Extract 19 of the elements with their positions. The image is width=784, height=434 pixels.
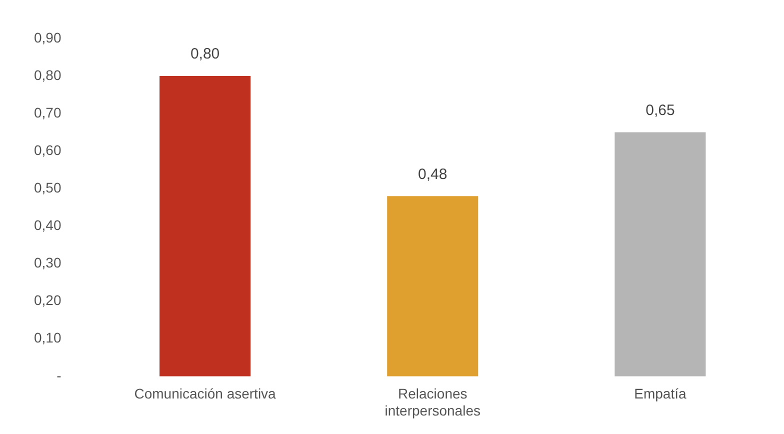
data-label: 0,80: [190, 46, 220, 63]
x-tick-label: Relaciones interpersonales: [384, 386, 480, 418]
x-tick-label: Comunicación asertiva: [134, 386, 276, 402]
y-tick-label: 0,20: [34, 292, 62, 308]
bar: [387, 196, 478, 376]
data-label: 0,65: [646, 102, 675, 119]
bar: [160, 76, 251, 376]
data-label: 0,48: [418, 166, 448, 183]
bar: [614, 132, 706, 376]
y-tick-label: 0,30: [34, 254, 62, 271]
x-tick-label: Empatía: [634, 386, 686, 402]
y-tick-label: 0,80: [34, 66, 62, 83]
y-tick-label: 0,70: [34, 104, 62, 120]
y-tick-label: 0,10: [34, 330, 62, 346]
y-tick-label: -: [56, 367, 62, 384]
y-tick-label: 0,90: [34, 29, 62, 46]
y-tick-label: 0,50: [34, 179, 62, 196]
y-tick-label: 0,40: [34, 217, 62, 234]
y-tick-label: 0,60: [34, 142, 62, 158]
